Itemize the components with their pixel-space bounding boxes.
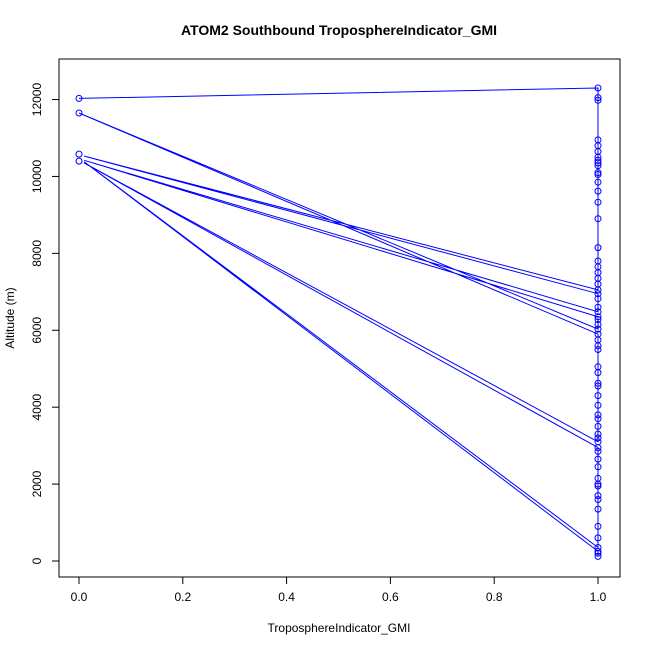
data-point <box>594 346 602 353</box>
x-tick-label: 0.8 <box>486 590 503 604</box>
data-point <box>594 434 602 442</box>
data-point <box>594 430 602 438</box>
data-point <box>594 290 602 298</box>
data-point <box>594 482 602 490</box>
data-point <box>594 447 602 455</box>
data-point <box>594 379 602 387</box>
data-point <box>75 109 83 117</box>
data-point <box>594 505 602 513</box>
data-point <box>594 552 602 560</box>
data-point <box>594 392 602 400</box>
data-point <box>594 156 602 164</box>
x-tick-label: 1.0 <box>590 590 607 604</box>
data-point <box>594 321 602 328</box>
data-point <box>594 401 602 409</box>
data-point <box>594 178 602 186</box>
data-point <box>594 171 602 178</box>
data-point <box>594 369 602 377</box>
data-point <box>594 159 602 167</box>
y-axis-label: Altitude (m) <box>3 287 17 348</box>
x-tick-label: 0.2 <box>174 590 191 604</box>
data-point <box>594 187 602 195</box>
x-tick-label: 0.4 <box>278 590 295 604</box>
data-point <box>594 244 602 252</box>
x-axis-label: TroposphereIndicator_GMI <box>268 621 411 635</box>
data-point <box>594 215 602 223</box>
data-point <box>75 94 83 102</box>
x-tick-label: 0.6 <box>382 590 399 604</box>
data-point <box>75 157 83 165</box>
data-point <box>594 94 602 102</box>
chart-title: ATOM2 Southbound TroposphereIndicator_GM… <box>181 22 497 38</box>
data-point <box>594 169 602 177</box>
data-point <box>594 316 602 323</box>
data-point <box>75 150 83 158</box>
data-point <box>594 313 602 321</box>
y-tick-label: 12000 <box>30 83 44 117</box>
y-axis: 0 2000 4000 6000 8000 10000 12000 <box>30 83 60 564</box>
data-point <box>594 549 602 557</box>
data-point <box>594 96 602 104</box>
data-point <box>594 162 602 170</box>
data-point <box>594 198 602 206</box>
data-point <box>594 496 602 503</box>
data-point <box>594 480 602 488</box>
y-tick-label: 4000 <box>30 394 44 421</box>
data-point <box>594 444 602 452</box>
data-point <box>594 295 602 303</box>
data-point <box>594 463 602 471</box>
data-point <box>594 422 602 430</box>
series-group <box>75 84 602 560</box>
data-point <box>594 342 602 350</box>
data-point <box>594 303 602 311</box>
x-axis: 0.0 0.2 0.4 0.6 0.8 1.0 <box>71 576 607 604</box>
data-point <box>594 455 602 463</box>
y-tick-label: 8000 <box>30 240 44 267</box>
data-point <box>594 308 602 316</box>
y-tick-label: 0 <box>30 557 44 564</box>
data-point <box>594 415 602 423</box>
series-line <box>78 87 599 557</box>
data-point <box>594 547 602 555</box>
plot-frame <box>58 58 621 578</box>
data-point <box>594 84 602 92</box>
data-point <box>594 534 602 542</box>
y-tick-label: 10000 <box>30 159 44 193</box>
data-point <box>594 411 602 419</box>
y-tick-label: 2000 <box>30 470 44 497</box>
data-point <box>594 492 602 500</box>
data-point <box>594 325 602 333</box>
data-point <box>594 522 602 530</box>
data-point <box>594 382 602 390</box>
data-point <box>594 286 602 294</box>
x-tick-label: 0.0 <box>71 590 88 604</box>
y-tick-label: 6000 <box>30 317 44 344</box>
